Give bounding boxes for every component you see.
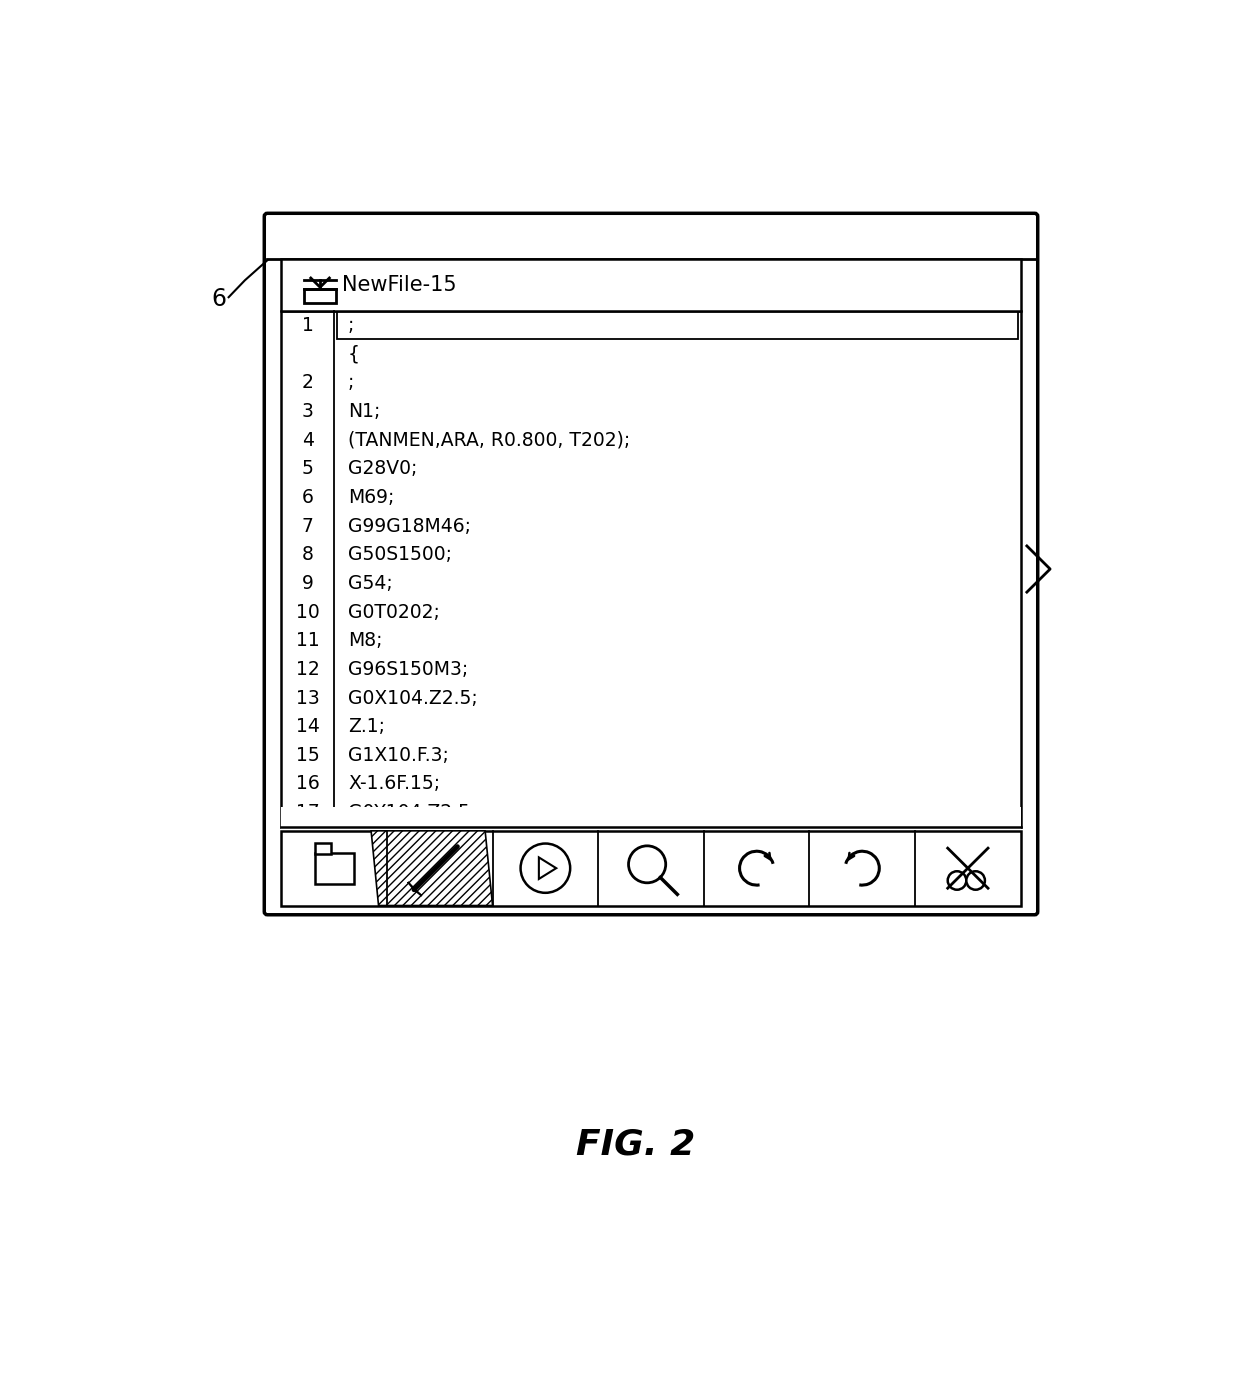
Text: (TANMEN,ARA, R0.800, T202);: (TANMEN,ARA, R0.800, T202); — [348, 431, 630, 449]
Text: FIG. 2: FIG. 2 — [575, 1127, 696, 1161]
Text: G0T0202;: G0T0202; — [348, 603, 440, 621]
Text: ;: ; — [348, 373, 355, 392]
Text: G50S1500;: G50S1500; — [348, 545, 451, 564]
Text: 3: 3 — [301, 402, 314, 421]
Bar — [337, 312, 1018, 340]
Circle shape — [521, 844, 570, 893]
Polygon shape — [371, 830, 492, 905]
Bar — [281, 807, 1021, 829]
Text: {: { — [348, 345, 360, 363]
Text: 11: 11 — [296, 631, 320, 650]
Circle shape — [629, 845, 666, 883]
Text: 7: 7 — [301, 517, 314, 535]
Text: 16: 16 — [296, 775, 320, 794]
Text: NewFile-15: NewFile-15 — [342, 274, 456, 295]
Text: G0Y104.Z2.5;: G0Y104.Z2.5; — [348, 802, 476, 822]
Text: M8;: M8; — [348, 631, 382, 650]
Text: 6: 6 — [211, 287, 226, 310]
Text: N1;: N1; — [348, 402, 381, 421]
Text: G28V0;: G28V0; — [348, 459, 418, 478]
Text: ;: ; — [348, 316, 355, 335]
Text: 8: 8 — [301, 545, 314, 564]
Circle shape — [947, 872, 966, 890]
Text: 6: 6 — [301, 488, 314, 507]
Text: 5: 5 — [301, 459, 314, 478]
Text: 15: 15 — [296, 746, 320, 765]
Text: Z.1;: Z.1; — [348, 717, 384, 736]
Text: 4: 4 — [301, 431, 314, 449]
Text: 2: 2 — [301, 373, 314, 392]
Text: 13: 13 — [296, 689, 320, 707]
Bar — [281, 259, 1021, 310]
Bar — [281, 830, 1021, 905]
Text: 17: 17 — [296, 802, 320, 822]
FancyBboxPatch shape — [264, 213, 1038, 915]
Circle shape — [966, 872, 985, 890]
Text: M69;: M69; — [348, 488, 394, 507]
Text: X-1.6F.15;: X-1.6F.15; — [348, 775, 440, 794]
Text: G0X104.Z2.5;: G0X104.Z2.5; — [348, 689, 477, 707]
Text: 9: 9 — [301, 574, 314, 593]
Text: G1X10.F.3;: G1X10.F.3; — [348, 746, 449, 765]
Text: 1: 1 — [301, 316, 314, 335]
Bar — [304, 290, 336, 302]
Text: G54;: G54; — [348, 574, 393, 593]
Text: G96S150M3;: G96S150M3; — [348, 660, 469, 679]
Text: 12: 12 — [296, 660, 320, 679]
Bar — [281, 310, 1021, 827]
Text: G99G18M46;: G99G18M46; — [348, 517, 471, 535]
Text: 10: 10 — [296, 603, 320, 621]
Text: 14: 14 — [295, 717, 320, 736]
Polygon shape — [408, 881, 422, 895]
Bar — [315, 843, 331, 854]
Bar — [315, 852, 353, 884]
